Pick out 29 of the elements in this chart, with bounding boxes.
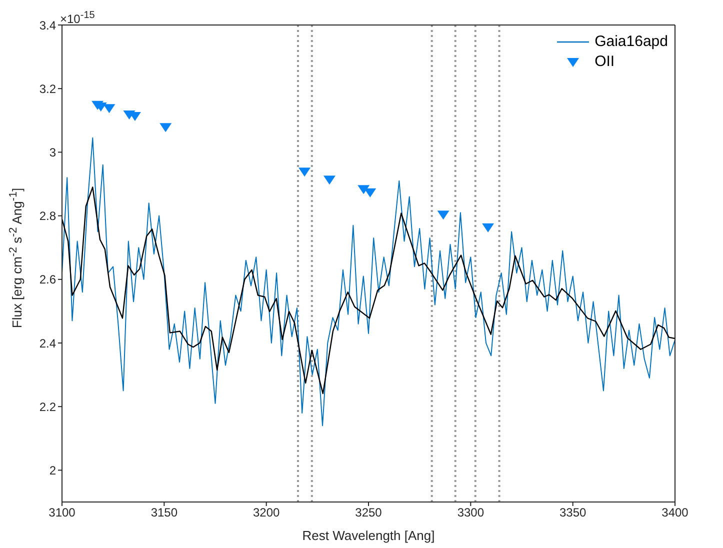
y-tick-label: 3.2	[39, 82, 56, 96]
x-tick-label: 3100	[48, 506, 76, 520]
x-tick-label: 3150	[150, 506, 178, 520]
y-tick-label: 2.4	[39, 336, 56, 350]
point	[482, 223, 494, 232]
x-tick-label: 3250	[355, 506, 382, 520]
legend-label: OII	[594, 52, 615, 72]
x-axis-title: Rest Wavelength [Ang]	[302, 528, 435, 543]
point	[103, 104, 116, 114]
y-tick-label: 2	[49, 463, 56, 478]
point	[437, 210, 450, 220]
legend-label: Gaia16apd	[594, 32, 668, 52]
y-tick-label: 2.8	[39, 209, 56, 224]
y-tick-label: 3	[49, 145, 56, 160]
x-tick-label: 3300	[457, 506, 484, 520]
point	[323, 176, 336, 185]
x-tick-label: 3350	[559, 506, 587, 520]
x-tick-label: 3200	[252, 506, 280, 520]
y-tick-label: 2.2	[39, 400, 56, 414]
point	[298, 168, 311, 177]
point	[160, 123, 172, 132]
line-series	[62, 137, 675, 426]
line-series	[62, 186, 675, 394]
y-tick-label: 2.6	[39, 272, 56, 287]
annotation: ×10$^{-15}$	[60, 10, 95, 26]
x-tick-label: 3400	[662, 506, 689, 520]
point	[364, 188, 376, 198]
point	[358, 185, 370, 194]
y-tick-label: 3.4	[39, 18, 56, 32]
